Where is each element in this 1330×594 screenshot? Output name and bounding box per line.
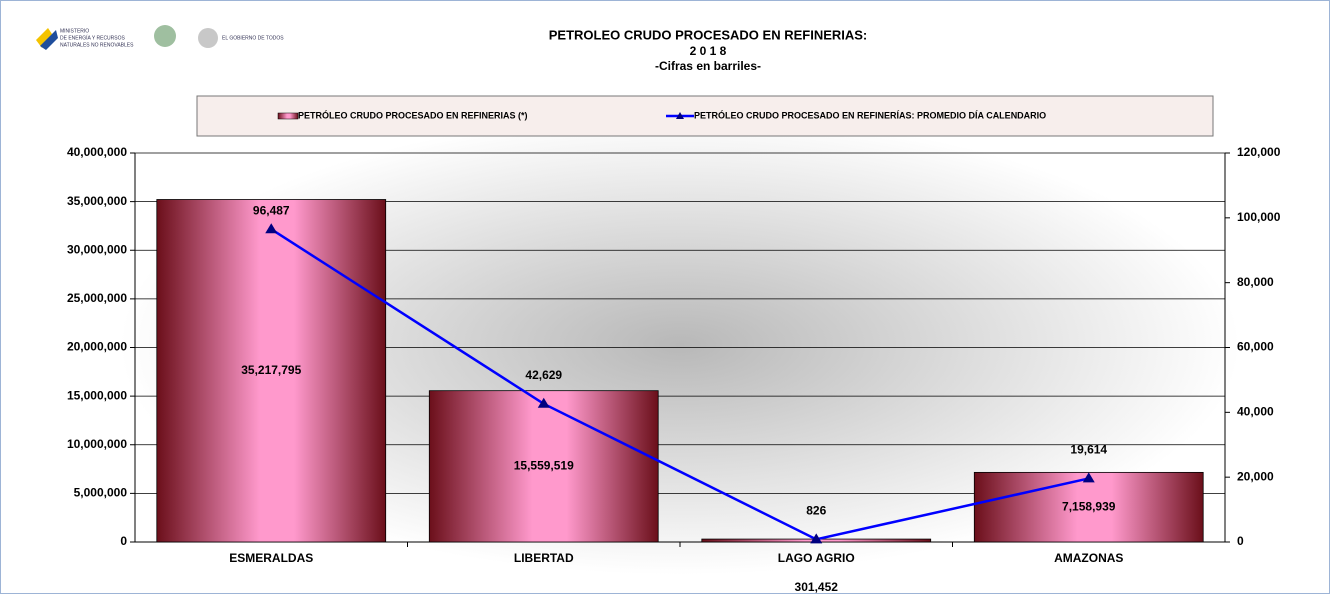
y2-tick-label: 100,000: [1237, 210, 1281, 224]
line-marker: [265, 223, 278, 234]
y2-tick-label: 0: [1237, 534, 1244, 548]
bar: [156, 199, 387, 543]
y-tick-label: 20,000,000: [67, 340, 127, 354]
y-tick-label: 25,000,000: [67, 291, 127, 305]
plot-background: [120, 115, 1240, 575]
bar: [428, 390, 659, 543]
y2-tick-label: 120,000: [1237, 145, 1281, 159]
y-tick-label: 15,000,000: [67, 388, 127, 402]
x-tick-label: LAGO AGRIO: [778, 551, 855, 565]
x-tick-label: LIBERTAD: [514, 551, 574, 565]
bar-value-label: 7,158,939: [1062, 499, 1116, 513]
y-tick-label: 10,000,000: [67, 437, 127, 451]
legend-marker: [676, 112, 684, 119]
legend-swatch: [277, 112, 299, 120]
logo-text: EL GOBIERNO DE TODOS: [222, 35, 284, 41]
legend-label: PETRÓLEO CRUDO PROCESADO EN REFINERIAS (…: [298, 109, 528, 120]
line-marker: [1082, 472, 1095, 483]
y-tick-label: 0: [120, 534, 127, 548]
x-tick-label: AMAZONAS: [1054, 551, 1123, 565]
legend-label: PETRÓLEO CRUDO PROCESADO EN REFINERÍAS: …: [694, 109, 1046, 120]
y2-tick-label: 20,000: [1237, 469, 1274, 483]
line: [270, 228, 1090, 541]
y2-tick-label: 60,000: [1237, 340, 1274, 354]
y-tick-label: 5,000,000: [74, 486, 128, 500]
logo-text: NATURALES NO RENOVABLES: [60, 42, 134, 48]
line-value-label: 42,629: [525, 368, 562, 382]
chart-title: PETROLEO CRUDO PROCESADO EN REFINERIAS:: [549, 27, 868, 42]
bar: [973, 471, 1204, 543]
y2-tick-label: 40,000: [1237, 405, 1274, 419]
line-marker: [810, 533, 823, 544]
logo-text: DE ENERGÍA Y RECURSOS: [60, 34, 125, 41]
y-tick-label: 35,000,000: [67, 194, 127, 208]
logos: MINISTERIO DE ENERGÍA Y RECURSOS NATURAL…: [36, 25, 284, 50]
chart-subtitle: 2 0 1 8: [690, 44, 727, 58]
legend: [196, 95, 1214, 137]
y-tick-label: 40,000,000: [67, 145, 127, 159]
line-value-label: 826: [806, 503, 826, 517]
chart-subtitle: -Cifras en barriles-: [655, 59, 761, 73]
bar-value-label: 15,559,519: [514, 459, 574, 473]
y-tick-label: 30,000,000: [67, 242, 127, 256]
line-value-label: 96,487: [253, 203, 290, 217]
y2-tick-label: 80,000: [1237, 275, 1274, 289]
bar-value-label: 35,217,795: [241, 363, 301, 377]
line-marker: [537, 397, 550, 408]
logo-text: MINISTERIO: [60, 28, 89, 34]
x-tick-label: ESMERALDAS: [229, 551, 313, 565]
line-value-label: 19,614: [1070, 443, 1107, 457]
bar-value-label: 301,452: [795, 580, 839, 594]
